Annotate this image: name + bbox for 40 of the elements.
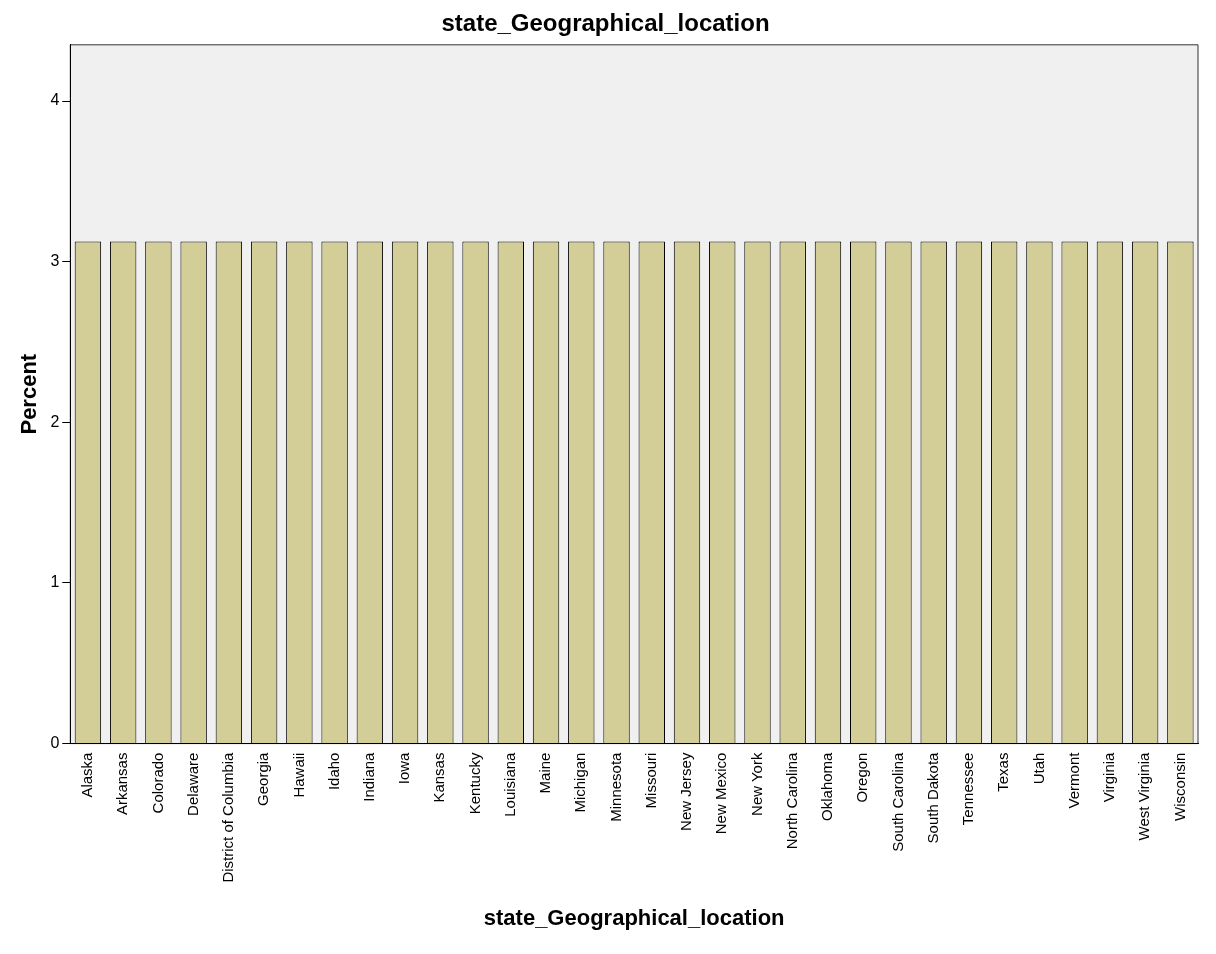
x-tick-label: New York xyxy=(747,752,765,816)
x-tick-label: Utah xyxy=(1029,752,1047,785)
x-tick-label: Alaska xyxy=(78,751,96,798)
x-tick-label: Indiana xyxy=(359,751,377,802)
x-tick-label: North Carolina xyxy=(782,751,800,850)
x-tick-label: Arkansas xyxy=(113,752,131,816)
x-tick-label: Tennessee xyxy=(959,752,977,826)
y-tick-label: 3 xyxy=(50,252,60,270)
x-tick-label: Missouri xyxy=(641,752,659,809)
y-axis-title: Percent xyxy=(16,353,42,435)
x-tick-label: Colorado xyxy=(148,752,166,814)
y-tick-label: 4 xyxy=(50,91,60,109)
y-tick-label: 1 xyxy=(50,573,60,591)
x-tick-label: Louisiana xyxy=(500,751,518,817)
x-tick-label: Oregon xyxy=(853,752,871,803)
x-tick-label: Vermont xyxy=(1064,751,1082,809)
x-axis-title: state_Geographical_location xyxy=(483,904,785,930)
x-tick-label: Maine xyxy=(536,752,554,794)
x-tick-label: West Virginia xyxy=(1135,751,1153,841)
x-tick-label: Delaware xyxy=(183,752,201,816)
x-tick-label: Georgia xyxy=(254,751,272,806)
x-tick-label: Oklahoma xyxy=(818,751,836,821)
x-tick-label: South Carolina xyxy=(888,751,906,852)
x-tick-label: District of Columbia xyxy=(219,751,237,883)
y-tick-label: 0 xyxy=(50,733,60,751)
x-tick-label: Idaho xyxy=(324,752,342,791)
x-tick-label: Kentucky xyxy=(465,752,483,815)
x-tick-label: South Dakota xyxy=(923,751,941,844)
x-tick-label: Minnesota xyxy=(606,751,624,822)
x-tick-label: Virginia xyxy=(1100,751,1118,803)
x-tick-label: Iowa xyxy=(395,751,413,785)
x-tick-label: Kansas xyxy=(430,752,448,803)
y-tick-label: 2 xyxy=(50,412,60,430)
chart-title: state_Geographical_location xyxy=(441,9,770,37)
x-tick-label: Texas xyxy=(994,752,1012,792)
x-tick-label: Hawaii xyxy=(289,752,307,798)
x-tick-label: Michigan xyxy=(571,752,589,813)
x-tick-label: New Jersey xyxy=(677,752,695,831)
x-tick-label: Wisconsin xyxy=(1170,752,1188,821)
x-tick-label: New Mexico xyxy=(712,752,730,835)
